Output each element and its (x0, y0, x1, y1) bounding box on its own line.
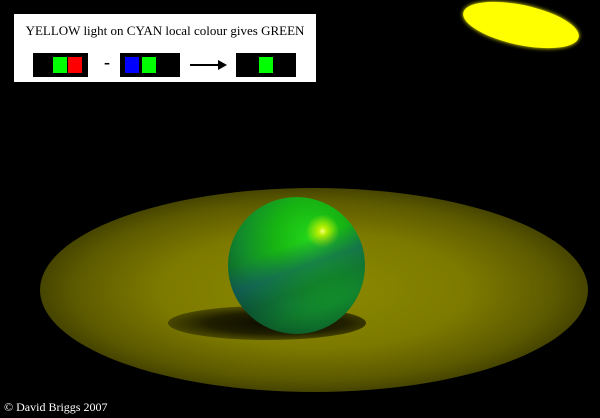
surface-green-bar (142, 57, 156, 73)
equation-panel: YELLOW light on CYAN local colour gives … (14, 14, 316, 82)
arrow-line (190, 64, 220, 66)
caption: YELLOW light on CYAN local colour gives … (25, 23, 305, 38)
surface-blue-bar (125, 57, 139, 73)
result-green-bar (259, 57, 273, 73)
minus-sign: - (104, 52, 110, 72)
surface-spectrum-box (120, 53, 180, 77)
light-red-bar (68, 57, 82, 73)
light-spectrum-box (33, 53, 88, 77)
result-spectrum-box (236, 53, 296, 77)
ball-cyan-band (228, 197, 365, 334)
yellow-light-source (459, 0, 583, 57)
light-green-bar (53, 57, 67, 73)
arrow-icon (218, 60, 227, 70)
credit: © David Briggs 2007 (4, 400, 108, 414)
